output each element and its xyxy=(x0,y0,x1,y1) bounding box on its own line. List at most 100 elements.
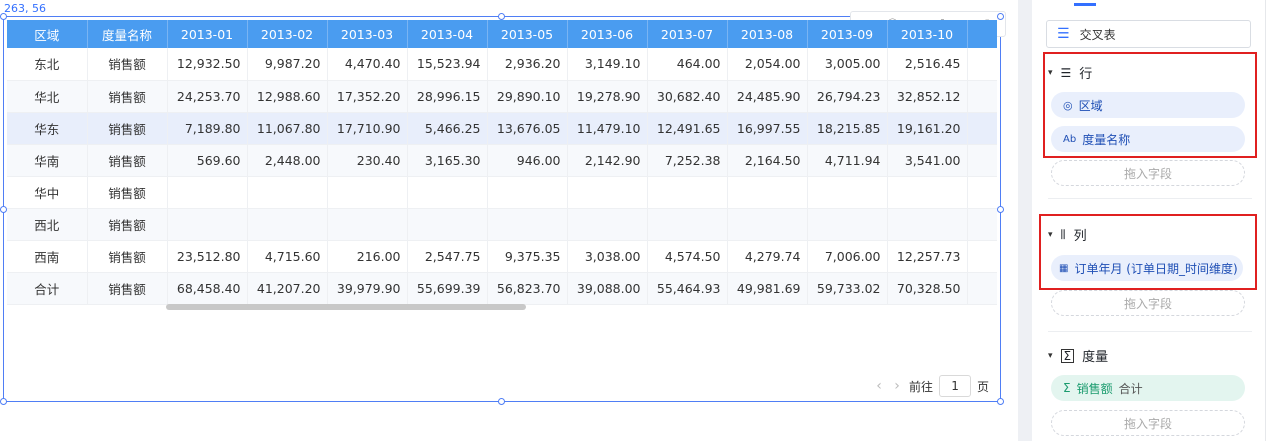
cols-section-header[interactable]: ▾ ⫼ 列 xyxy=(1048,225,1087,245)
value-cell: 12,257.73 xyxy=(887,240,968,273)
value-cell: 55,464.93 xyxy=(647,272,728,305)
columns-icon: ⫼ xyxy=(1060,227,1066,241)
measure-field-sales[interactable]: Σ 销售额 合计 xyxy=(1051,375,1245,401)
value-cell: 19,161.20 xyxy=(887,112,968,145)
value-cell: 3,149.10 xyxy=(567,48,648,81)
value-cell: 2,448.00 xyxy=(247,144,328,177)
globe-icon: ◎ xyxy=(1063,98,1073,112)
value-cell: 7,006.00 xyxy=(807,240,888,273)
measure-field-label: 销售额 xyxy=(1076,381,1113,396)
value-cell: 2,054.00 xyxy=(727,48,808,81)
value-cell xyxy=(967,144,997,177)
value-cell: 3,165.30 xyxy=(407,144,488,177)
rows-highlight-box xyxy=(1043,52,1257,158)
value-cell xyxy=(807,176,888,209)
dimension-cell: 销售额 xyxy=(87,48,168,81)
dimension-cell: 华东 xyxy=(7,112,88,145)
dimension-cell: 销售额 xyxy=(87,240,168,273)
column-header[interactable]: 2013-10 xyxy=(887,20,968,48)
coordinate-readout: 263, 56 xyxy=(4,2,46,15)
config-panel: ☰ 交叉表 ▾ ☰ 行 ◎ 区域 Ab 度量名称 拖入字段 ▾ ⫼ 列 ▦ 订单… xyxy=(1032,0,1280,441)
value-cell: 13,676.05 xyxy=(487,112,568,145)
value-cell: 569.60 xyxy=(167,144,248,177)
row-field-label: 区域 xyxy=(1078,98,1103,113)
column-header[interactable]: 2013-01 xyxy=(167,20,248,48)
value-cell: 30 xyxy=(967,80,997,113)
value-cell: 56,823.70 xyxy=(487,272,568,305)
value-cell xyxy=(247,176,328,209)
resize-handle-tl[interactable] xyxy=(0,13,7,20)
column-header[interactable]: 2013-06 xyxy=(567,20,648,48)
column-header[interactable]: 2013-08 xyxy=(727,20,808,48)
value-cell: 3,005.00 xyxy=(807,48,888,81)
row-field-region[interactable]: ◎ 区域 xyxy=(1051,92,1245,118)
measures-drop-zone[interactable]: 拖入字段 xyxy=(1051,410,1245,436)
table-row: 西南 销售额 23,512.80 4,715.60 216.00 2,547.75 9,37… xyxy=(7,240,997,273)
prev-page-icon[interactable]: ‹ xyxy=(876,378,882,394)
value-cell: 49,981.69 xyxy=(727,272,808,305)
resize-handle-br[interactable] xyxy=(997,398,1004,405)
resize-handle-bottom[interactable] xyxy=(498,398,505,405)
value-cell xyxy=(327,208,408,241)
column-header[interactable]: 2013-03 xyxy=(327,20,408,48)
dimension-cell: 合计 xyxy=(7,272,88,305)
value-cell: 23,512.80 xyxy=(167,240,248,273)
cols-section-title: 列 xyxy=(1073,229,1087,244)
column-header[interactable]: 区域 xyxy=(7,20,88,48)
column-header[interactable]: 2013-05 xyxy=(487,20,568,48)
col-field-order-month[interactable]: ▦ 订单年月 (订单日期_时间维度) xyxy=(1051,255,1243,281)
column-header[interactable]: 2013-02 xyxy=(247,20,328,48)
resize-handle-right[interactable] xyxy=(997,206,1004,213)
value-cell: 32,852.12 xyxy=(887,80,968,113)
value-cell: 12,988.60 xyxy=(247,80,328,113)
value-cell: 2,164.50 xyxy=(727,144,808,177)
value-cell: 3,541.00 xyxy=(887,144,968,177)
measure-agg-label: 合计 xyxy=(1118,381,1143,396)
value-cell: 4,574.50 xyxy=(647,240,728,273)
column-header[interactable]: 2013-04 xyxy=(407,20,488,48)
value-cell xyxy=(887,208,968,241)
page-number-input[interactable]: 1 xyxy=(939,375,972,397)
table-row: 合计 销售额 68,458.40 41,207.20 39,979.90 55,699.3… xyxy=(7,272,997,305)
column-header[interactable]: 2013-09 xyxy=(807,20,888,48)
value-cell: 4,711.94 xyxy=(807,144,888,177)
next-page-icon[interactable]: › xyxy=(894,378,900,394)
resize-handle-left[interactable] xyxy=(0,206,7,213)
dimension-cell: 销售额 xyxy=(87,80,168,113)
table-row: 华北 销售额 24,253.70 12,988.60 17,352.20 28,996.1… xyxy=(7,80,997,113)
rows-section-title: 行 xyxy=(1079,67,1093,82)
value-cell: 30,682.40 xyxy=(647,80,728,113)
table-row: 华中 销售额 xyxy=(7,176,997,209)
text-type-icon: Ab xyxy=(1063,133,1077,145)
resize-handle-top[interactable] xyxy=(498,13,505,20)
horizontal-scrollbar[interactable] xyxy=(166,304,526,310)
dimension-cell: 东北 xyxy=(7,48,88,81)
value-cell xyxy=(967,176,997,209)
value-cell: 24,485.90 xyxy=(727,80,808,113)
chart-type-selector[interactable]: ☰ 交叉表 xyxy=(1046,20,1251,48)
table-row: 东北 销售额 12,932.50 9,987.20 4,470.40 15,523.94 2… xyxy=(7,48,997,81)
resize-handle-bl[interactable] xyxy=(0,398,7,405)
value-cell: 55,699.39 xyxy=(407,272,488,305)
chevron-down-icon: ▾ xyxy=(1048,229,1053,240)
measures-section-header[interactable]: ▾ Σ 度量 xyxy=(1048,346,1108,365)
rows-section-header[interactable]: ▾ ☰ 行 xyxy=(1048,63,1093,83)
dimension-cell: 西北 xyxy=(7,208,88,241)
value-cell: 18,215.85 xyxy=(807,112,888,145)
column-header[interactable]: 2013-07 xyxy=(647,20,728,48)
value-cell: 9,987.20 xyxy=(247,48,328,81)
dimension-cell: 销售额 xyxy=(87,112,168,145)
value-cell: 16,997.55 xyxy=(727,112,808,145)
value-cell: 4,279.74 xyxy=(727,240,808,273)
column-header[interactable]: 20 xyxy=(967,20,997,48)
value-cell: 2,516.45 xyxy=(887,48,968,81)
resize-handle-tr[interactable] xyxy=(997,13,1004,20)
rows-drop-zone[interactable]: 拖入字段 xyxy=(1051,160,1245,186)
column-header[interactable]: 度量名称 xyxy=(87,20,168,48)
cols-highlight-box xyxy=(1039,214,1257,290)
value-cell: 9,375.35 xyxy=(487,240,568,273)
value-cell: 39,088.00 xyxy=(567,272,648,305)
cols-drop-zone[interactable]: 拖入字段 xyxy=(1051,290,1245,316)
value-cell: 68,458.40 xyxy=(167,272,248,305)
row-field-measure-name[interactable]: Ab 度量名称 xyxy=(1051,126,1245,152)
